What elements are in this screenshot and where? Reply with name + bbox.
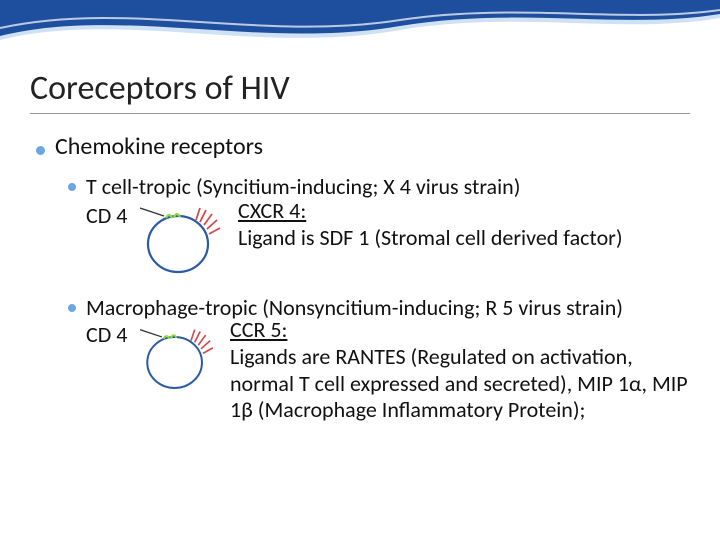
diagram-tcell: CD 4 CXCR 4: Ligand is SDF 1 (Stromal ce… <box>86 198 690 278</box>
bullet-icon <box>68 304 76 312</box>
slide-content: Coreceptors of HIV Chemokine receptors T… <box>0 0 720 424</box>
ligand-text-1: Ligand is SDF 1 (Stromal cell derived fa… <box>238 224 623 251</box>
slide-title: Coreceptors of HIV <box>30 68 690 109</box>
desc-tcell: CXCR 4: Ligand is SDF 1 (Stromal cell de… <box>238 198 623 252</box>
diagram-macrophage: CD 4 CCR 5: Ligands are RANTES (Regulate… <box>86 317 690 424</box>
receptor-name-2: CCR 5: <box>230 316 287 343</box>
bullet-tcell: T cell-tropic (Syncitium-inducing; X 4 v… <box>30 173 690 200</box>
ligand-text-2: Ligands are RANTES (Regulated on activat… <box>230 343 688 424</box>
bullet-level1: Chemokine receptors <box>30 132 690 161</box>
cell-diagram-2 <box>140 317 222 397</box>
bullet-icon <box>68 183 76 191</box>
title-divider <box>30 113 690 114</box>
cd4-label-1: CD 4 <box>86 198 132 229</box>
receptor-name-1: CXCR 4: <box>238 197 306 224</box>
bullet-tcell-text: T cell-tropic (Syncitium-inducing; X 4 v… <box>86 173 520 200</box>
cd4-label-2: CD 4 <box>86 317 132 348</box>
bullet-icon <box>36 146 45 155</box>
desc-macrophage: CCR 5: Ligands are RANTES (Regulated on … <box>230 317 690 424</box>
cell-diagram-1 <box>140 198 230 278</box>
bullet-level1-text: Chemokine receptors <box>55 132 263 161</box>
